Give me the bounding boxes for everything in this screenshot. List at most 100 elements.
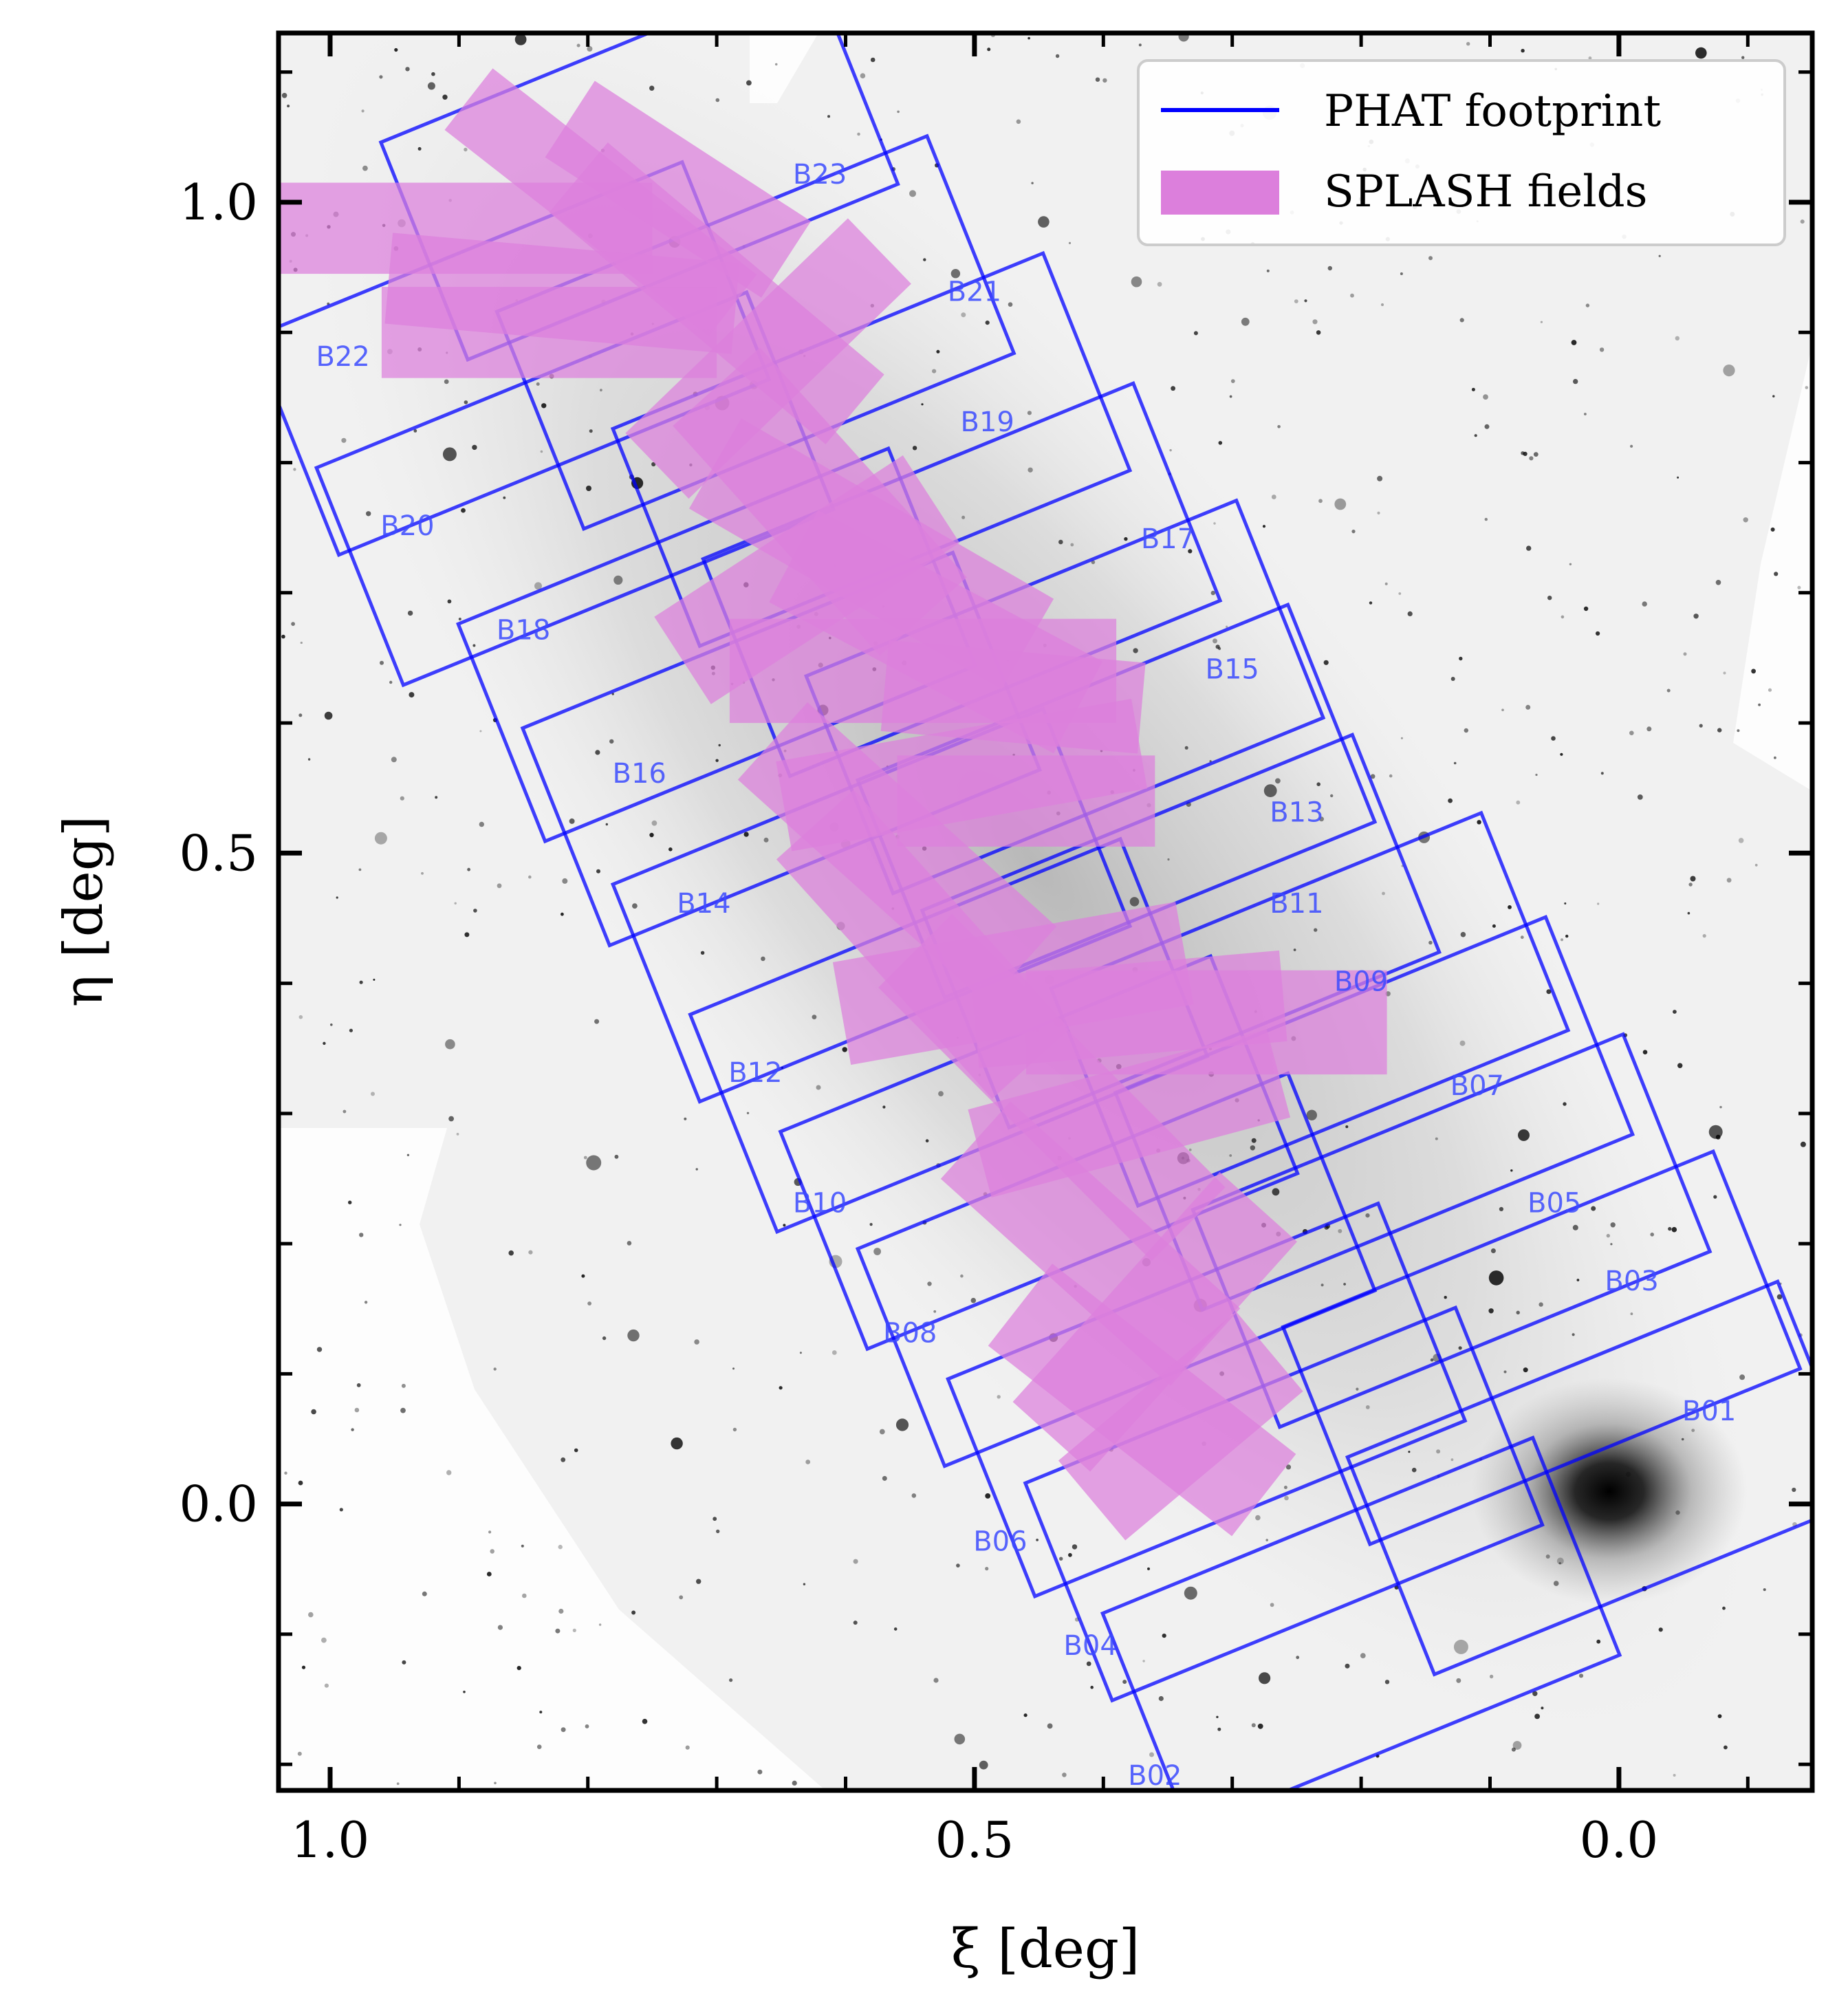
star [374, 832, 387, 845]
star [816, 1085, 821, 1090]
star [1124, 536, 1128, 541]
star [1216, 1715, 1219, 1718]
star [1365, 1213, 1370, 1218]
star [1484, 424, 1490, 429]
star [354, 1407, 360, 1413]
star [614, 1154, 619, 1159]
star [1086, 1661, 1091, 1667]
star [1477, 820, 1481, 825]
star [1754, 863, 1758, 867]
star [1529, 456, 1534, 461]
star [853, 1559, 858, 1564]
star [472, 644, 476, 647]
star [1459, 656, 1463, 661]
star [503, 496, 506, 499]
phat-brick-B01 [1345, 1279, 1812, 1677]
star [1158, 1695, 1164, 1702]
star [936, 349, 940, 354]
x-tick-label: 1.0 [291, 1811, 370, 1869]
y-axis-title: η [deg] [53, 816, 115, 1007]
star [1188, 549, 1193, 554]
star [293, 468, 296, 471]
star [464, 147, 468, 152]
star [1565, 934, 1569, 938]
star [1259, 1672, 1271, 1684]
star [1453, 1639, 1468, 1654]
star [1717, 728, 1722, 733]
star [402, 1660, 406, 1665]
star [1719, 1105, 1722, 1109]
brick-label-B08: B08 [883, 1318, 937, 1350]
star [311, 1409, 316, 1415]
star [1526, 545, 1532, 551]
star [1572, 1224, 1578, 1231]
star [649, 85, 655, 91]
splash-fields [279, 68, 1387, 1541]
star [761, 956, 765, 962]
star [1511, 1747, 1516, 1752]
star [497, 883, 502, 889]
star [431, 72, 435, 76]
x-tick-label: 0.0 [1580, 1811, 1659, 1869]
star [1090, 1685, 1094, 1689]
star [1464, 728, 1468, 733]
brick-label-B14: B14 [677, 888, 730, 920]
star [879, 1429, 885, 1435]
star [1058, 539, 1063, 545]
star [1768, 688, 1772, 692]
star [783, 1224, 786, 1227]
star [1008, 302, 1013, 307]
star [1428, 256, 1433, 261]
star [1306, 1109, 1318, 1120]
star [572, 1628, 576, 1632]
star [1690, 876, 1696, 882]
star [508, 1250, 514, 1256]
star [1677, 476, 1679, 479]
star [718, 744, 721, 747]
star [882, 1475, 887, 1481]
star [558, 1608, 564, 1614]
star [1688, 882, 1693, 887]
star [1722, 1606, 1726, 1610]
star [379, 75, 383, 79]
galaxy-bulge [1472, 1378, 1747, 1605]
brick-label-B23: B23 [793, 159, 847, 191]
star [956, 1563, 960, 1568]
star [558, 1544, 563, 1550]
legend-splash-swatch [1161, 171, 1279, 215]
star [473, 909, 477, 913]
star [389, 680, 393, 684]
star [1330, 794, 1334, 798]
star [1230, 379, 1235, 383]
star [1345, 1125, 1349, 1129]
star [1599, 347, 1605, 352]
star [743, 832, 749, 837]
star [1739, 1374, 1746, 1380]
star [1072, 1544, 1078, 1550]
star [627, 1329, 640, 1342]
star [651, 820, 657, 826]
star [371, 1092, 375, 1096]
star [1561, 615, 1565, 619]
star [1630, 1312, 1633, 1315]
star [1539, 1302, 1543, 1307]
star [308, 1612, 314, 1618]
star [1070, 543, 1074, 547]
star [1533, 452, 1539, 457]
star [522, 1593, 527, 1598]
star [1157, 281, 1162, 287]
star [1226, 625, 1228, 628]
star [912, 446, 917, 451]
y-tick-label: 1.0 [179, 173, 258, 231]
star [356, 1383, 361, 1387]
star [602, 1336, 607, 1341]
star [1122, 1680, 1127, 1684]
star [1535, 773, 1538, 777]
star [1435, 1137, 1438, 1140]
star [1047, 1723, 1053, 1729]
star [1488, 1270, 1504, 1286]
star [842, 1047, 847, 1052]
star [812, 1015, 817, 1019]
star [1501, 708, 1504, 711]
star [1571, 340, 1577, 345]
